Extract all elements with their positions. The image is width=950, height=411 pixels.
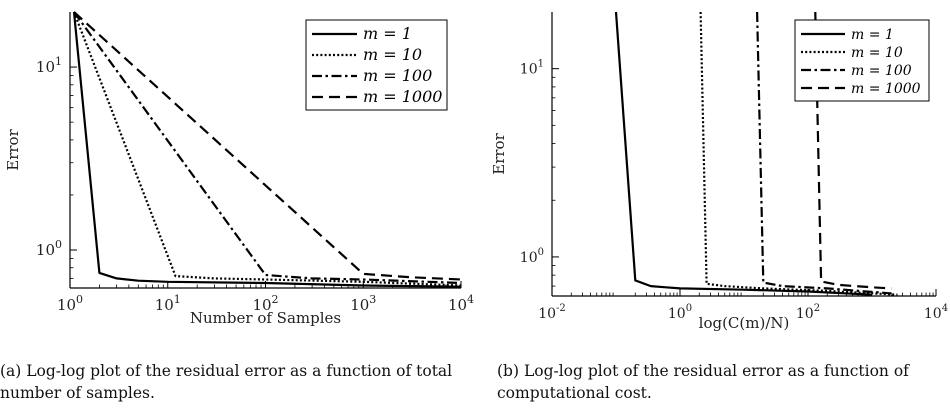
legend-label: m = 1000: [363, 87, 442, 106]
legend-label: m = 100: [363, 66, 432, 85]
chart-panel-a: 100 101 102 103 104 100 101 Number of Samples Er…: [4, 11, 474, 327]
series-line-1: [614, 11, 873, 296]
figure-canvas: 100 101 102 103 104 100 101 Number of Samples Er…: [4, 11, 948, 332]
chart-panel-b: 10-2 100 102 104 100 101 log(C(m)/N) Error m = 1…: [490, 11, 948, 332]
series-line-10: [72, 11, 461, 287]
y-tick-label: 100: [520, 247, 544, 266]
series-line-1000: [73, 11, 461, 281]
series-line-1000: [814, 11, 892, 290]
y-tick-label: 101: [520, 59, 544, 78]
y-tick-label: 101: [36, 55, 62, 76]
x-tick-label: 102: [796, 303, 820, 322]
x-tick-label: 104: [924, 303, 948, 322]
series-group: [614, 11, 898, 296]
legend-label: m = 1: [363, 24, 412, 43]
legend-label: m = 100: [851, 63, 912, 79]
x-tick-label: 102: [252, 293, 278, 314]
x-tick-label: 104: [448, 293, 474, 314]
series-line-100: [756, 11, 892, 295]
y-tick-label: 100: [36, 238, 62, 259]
x-tick-label: 103: [350, 293, 376, 314]
x-tick-label: 101: [155, 293, 181, 314]
axes: 10-2 100 102 104 100 101 log(C(m)/N) Error: [490, 12, 948, 332]
series-group: [72, 11, 461, 288]
caption-b: (b) Log-log plot of the residual error a…: [497, 362, 909, 402]
x-tick-label: 100: [57, 293, 83, 314]
series-line-100: [73, 11, 461, 285]
legend-label: m = 1000: [851, 81, 921, 97]
legend-label: m = 10: [363, 45, 422, 64]
x-axis-label: log(C(m)/N): [699, 314, 790, 332]
legend-label: m = 10: [851, 45, 903, 61]
legend: m = 1 m = 10 m = 100 m = 1000: [794, 19, 930, 102]
y-axis-label: Error: [490, 132, 508, 174]
legend: m = 1 m = 10 m = 100 m = 1000: [305, 19, 448, 111]
legend-label: m = 1: [851, 27, 894, 43]
x-tick-label: 10-2: [538, 303, 566, 322]
x-axis-label: Number of Samples: [190, 309, 341, 327]
series-line-10: [699, 11, 898, 296]
caption-a: (a) Log-log plot of the residual error a…: [0, 362, 453, 402]
x-tick-label: 100: [668, 303, 692, 322]
y-axis-label: Error: [4, 128, 22, 170]
series-line-1: [72, 11, 461, 288]
